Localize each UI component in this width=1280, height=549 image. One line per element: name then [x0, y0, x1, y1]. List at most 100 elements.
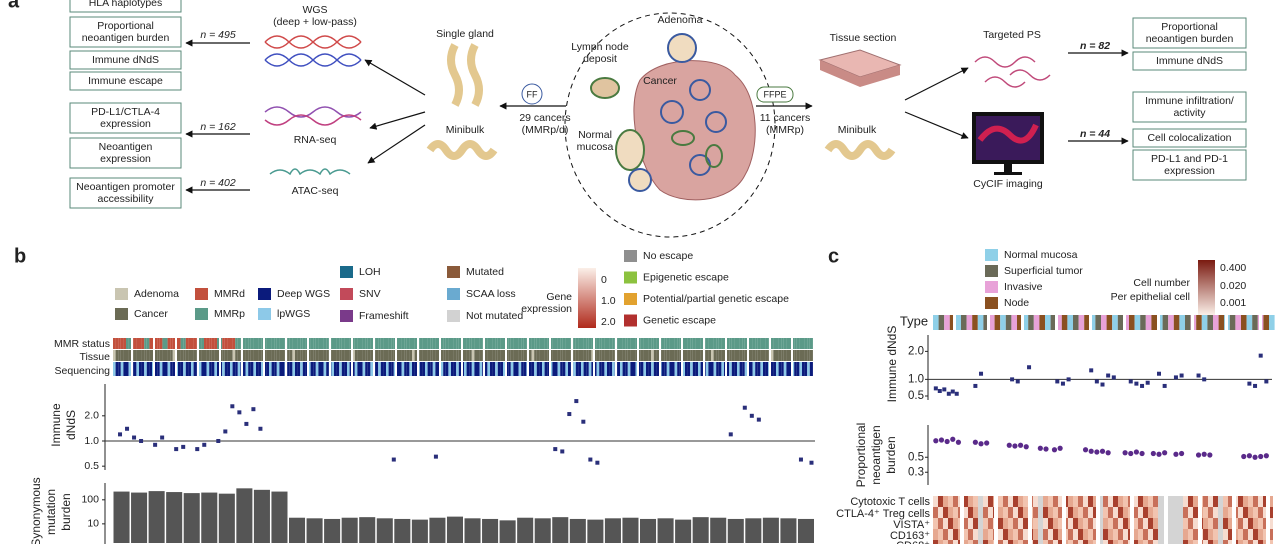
point [1202, 377, 1207, 382]
heat-cell [1043, 540, 1048, 549]
track-cell [568, 338, 571, 349]
box-text: Immune dNdS [1156, 55, 1223, 67]
legend-swatch [340, 266, 353, 278]
heat-cell [1078, 518, 1083, 529]
point [950, 436, 956, 442]
point [1023, 444, 1029, 450]
track-cell [185, 338, 189, 349]
track-cell [123, 338, 126, 349]
track-cell [466, 338, 470, 349]
track-cell [253, 338, 256, 349]
track-cell [731, 362, 735, 376]
track-cell [479, 338, 483, 349]
track-cell [786, 362, 789, 376]
track-cell [674, 362, 678, 376]
point [1134, 381, 1139, 386]
bar [376, 518, 393, 543]
heat-cell [1043, 496, 1048, 507]
track-cell [224, 350, 228, 361]
heat-cell [1203, 507, 1208, 518]
track-gap [1259, 315, 1262, 330]
track-cell [557, 350, 561, 361]
track-cell [391, 350, 394, 361]
heat-cell [1243, 529, 1248, 540]
heat-cell [1183, 518, 1188, 529]
track-cell [458, 350, 462, 361]
track-cell [214, 362, 217, 376]
track-cell [544, 350, 548, 361]
bar [727, 518, 744, 543]
heat-cell [1183, 540, 1188, 549]
box-text: HLA haplotypes [89, 0, 163, 9]
track-cell [716, 338, 719, 349]
point [1139, 450, 1145, 457]
type-cell [1162, 315, 1169, 330]
track-cell [217, 350, 220, 361]
point [433, 454, 438, 459]
track-cell [141, 350, 145, 361]
track-cell [578, 362, 581, 376]
bar [411, 519, 428, 543]
track-cell [562, 338, 566, 349]
track-cell [149, 362, 152, 376]
track-cell [443, 362, 446, 376]
point [153, 442, 158, 447]
track-cell [755, 362, 758, 376]
track-cell [365, 362, 368, 376]
point [1122, 450, 1128, 456]
track-cell [796, 362, 800, 376]
assay-label: WGS [302, 4, 327, 16]
heat-cell [1258, 540, 1263, 549]
heat-cell [948, 518, 953, 529]
track-cell [334, 362, 337, 376]
point [1128, 379, 1133, 384]
heat-cell [973, 507, 978, 518]
track-gap [131, 338, 133, 376]
track-cell [755, 350, 758, 361]
heat-cell [1078, 496, 1083, 507]
track-cell [588, 362, 592, 376]
track-cell [425, 338, 428, 349]
heat-cell [1023, 496, 1028, 507]
heat-cell [1138, 496, 1143, 507]
track-cell [601, 362, 605, 376]
track-cell [544, 338, 548, 349]
y-tick-label: 0.5 [84, 460, 99, 472]
track-cell [180, 338, 184, 349]
point [391, 457, 396, 462]
heat-cell [1248, 507, 1253, 518]
type-cell [977, 315, 984, 330]
bar [429, 517, 446, 543]
heat-cell [1213, 507, 1218, 518]
track-cell [183, 350, 186, 361]
heat-cell [1143, 496, 1148, 507]
heat-cell [1048, 529, 1053, 540]
track-cell [279, 338, 282, 349]
track-gap [1028, 496, 1032, 544]
track-cell [401, 338, 405, 349]
heat-cell [988, 496, 993, 507]
heat-cell [1133, 529, 1138, 540]
box-text: expression [100, 118, 151, 130]
track-cell [209, 362, 212, 376]
track-cell [310, 350, 314, 361]
track-cell [716, 350, 719, 361]
track-cell [165, 350, 168, 361]
heat-cell [1013, 518, 1018, 529]
heat-cell [1148, 518, 1153, 529]
track-cell [534, 338, 537, 349]
track-cell [331, 350, 334, 361]
track-cell [256, 362, 259, 376]
track-cell [432, 338, 436, 349]
track-cell [607, 338, 610, 349]
track-cell [755, 338, 758, 349]
point [1196, 373, 1201, 378]
track-cell [430, 362, 433, 376]
track-cell [562, 362, 566, 376]
track-cell [536, 338, 540, 349]
heat-cell [1068, 529, 1073, 540]
heat-cell [1248, 496, 1253, 507]
track-cell [653, 338, 657, 349]
track-cell [568, 362, 571, 376]
point [1253, 383, 1258, 388]
